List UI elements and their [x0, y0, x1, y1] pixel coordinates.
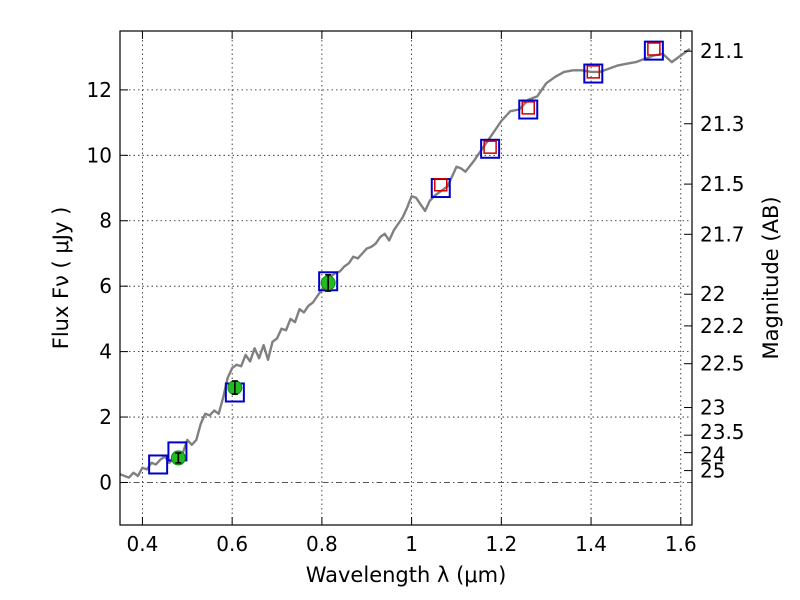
model-square-marker: [518, 99, 539, 120]
magnitude-tick-label: 25: [700, 459, 725, 483]
magnitude-tick-label: 21.7: [700, 222, 745, 246]
y-tick-label: 4: [99, 340, 112, 364]
y-tick-label: 0: [99, 470, 112, 494]
y-tick-label: 8: [99, 209, 112, 233]
x-tick-label: 0.8: [306, 532, 338, 556]
y-tick-label: 6: [99, 274, 112, 298]
magnitude-tick-label: 22: [700, 282, 725, 306]
x-tick-label: 1: [405, 532, 418, 556]
sed-line-layer: [119, 48, 691, 479]
model-square-marker: [583, 63, 604, 84]
plot-frame: [119, 30, 693, 526]
observed-square-marker: [434, 178, 448, 192]
x-axis-ticks: 0.4 0.6 0.8 1 1.2 1.4 1.6: [127, 31, 697, 556]
x-tick-label: 1.4: [575, 532, 607, 556]
x-axis-title: Wavelength λ (μm): [306, 563, 507, 587]
magnitude-tick-label: 22.5: [700, 352, 745, 376]
observed-square-marker: [521, 101, 536, 115]
right-axis-title: Magnitude (AB): [759, 196, 783, 359]
magnitude-tick-label: 24: [700, 443, 725, 467]
magnitude-tick-label: 23.5: [700, 420, 745, 444]
observed-square-marker: [483, 140, 497, 154]
x-tick-label: 0.4: [127, 532, 159, 556]
magnitude-tick-label: 21.1: [700, 39, 745, 63]
observed-square-marker: [647, 42, 661, 56]
model-square-marker: [148, 454, 169, 475]
observed-square-marker: [586, 65, 601, 79]
model-square-marker: [643, 40, 664, 61]
grid-lines: [120, 31, 692, 525]
x-tick-label: 1.6: [665, 532, 697, 556]
y-axis-title: Flux Fν ( μJy ): [49, 207, 73, 350]
magnitude-tick-label: 21.3: [700, 112, 745, 136]
x-tick-label: 1.2: [485, 532, 517, 556]
y-axis-ticks: 0 2 4 6 8 10 12: [87, 78, 128, 494]
model-square-marker: [480, 138, 501, 159]
x-tick-label: 0.6: [216, 532, 248, 556]
magnitude-tick-label: 22.2: [700, 314, 745, 338]
y-tick-label: 12: [87, 78, 112, 102]
y-tick-label: 2: [99, 405, 112, 429]
photometry-markers: [148, 40, 664, 475]
y-tick-label: 10: [87, 143, 112, 167]
sed-model-line: [119, 48, 691, 479]
magnitude-tick-label: 23: [700, 396, 725, 420]
magnitude-tick-label: 21.5: [700, 172, 745, 196]
